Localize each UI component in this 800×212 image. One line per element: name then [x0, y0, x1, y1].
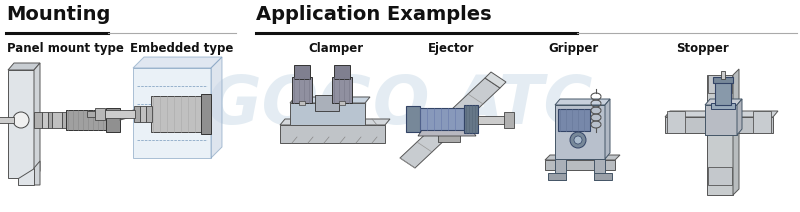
Polygon shape [665, 111, 778, 117]
Bar [294, 65, 310, 79]
Bar [438, 128, 460, 142]
Polygon shape [34, 63, 40, 178]
Polygon shape [545, 155, 620, 160]
Bar [711, 103, 735, 109]
Bar [708, 167, 732, 185]
Polygon shape [133, 68, 211, 158]
Polygon shape [548, 173, 566, 180]
Polygon shape [485, 72, 506, 88]
Polygon shape [737, 99, 742, 135]
Polygon shape [733, 69, 739, 195]
Bar [504, 112, 514, 128]
Bar [334, 65, 350, 79]
Bar [0, 117, 14, 123]
Bar [105, 110, 135, 118]
Polygon shape [290, 97, 370, 103]
Polygon shape [555, 99, 610, 105]
Bar [52, 112, 62, 128]
Text: Stopper: Stopper [676, 42, 729, 55]
Bar [478, 116, 506, 124]
Bar [545, 160, 615, 170]
Bar [95, 108, 105, 120]
Bar [339, 101, 345, 105]
Bar [721, 71, 725, 79]
Text: GOGO ATC: GOGO ATC [207, 72, 593, 138]
Text: Application Examples: Application Examples [256, 5, 492, 24]
Polygon shape [280, 119, 390, 125]
Bar [146, 106, 152, 122]
Bar [87, 111, 95, 117]
Polygon shape [555, 159, 566, 180]
Polygon shape [8, 70, 34, 178]
Bar [140, 106, 146, 122]
Text: Mounting: Mounting [6, 5, 110, 24]
Bar [667, 111, 685, 133]
Bar [134, 106, 140, 122]
Bar [48, 112, 52, 128]
Bar [406, 106, 420, 132]
Text: Ejector: Ejector [428, 42, 474, 55]
Bar [151, 96, 203, 132]
Bar [299, 101, 305, 105]
Bar [62, 112, 66, 128]
Circle shape [13, 112, 29, 128]
Text: Gripper: Gripper [548, 42, 598, 55]
Polygon shape [705, 99, 742, 105]
Bar [332, 77, 352, 103]
Polygon shape [290, 103, 365, 125]
Bar [106, 108, 120, 132]
Polygon shape [133, 57, 222, 68]
Polygon shape [707, 75, 733, 195]
Bar [705, 105, 737, 135]
Polygon shape [665, 117, 773, 133]
Bar [464, 105, 478, 133]
Bar [292, 77, 312, 103]
Circle shape [570, 132, 586, 148]
Polygon shape [8, 63, 40, 70]
Bar [555, 105, 605, 159]
Text: Embedded type: Embedded type [130, 42, 234, 55]
Polygon shape [594, 159, 605, 180]
Polygon shape [34, 161, 40, 185]
Circle shape [574, 136, 582, 144]
Bar [66, 110, 106, 130]
Bar [558, 109, 590, 131]
Polygon shape [605, 99, 610, 159]
Polygon shape [211, 57, 222, 158]
Text: Clamper: Clamper [308, 42, 363, 55]
Bar [713, 77, 733, 83]
Polygon shape [18, 168, 34, 185]
Bar [708, 75, 732, 93]
Polygon shape [594, 173, 612, 180]
Text: Panel mount type: Panel mount type [7, 42, 124, 55]
Bar [42, 112, 48, 128]
Bar [34, 112, 42, 128]
Bar [315, 95, 339, 111]
Bar [201, 94, 211, 134]
Polygon shape [418, 130, 476, 136]
Polygon shape [400, 78, 500, 168]
Bar [418, 108, 464, 130]
Polygon shape [280, 125, 385, 143]
Bar [715, 81, 731, 105]
Bar [753, 111, 771, 133]
